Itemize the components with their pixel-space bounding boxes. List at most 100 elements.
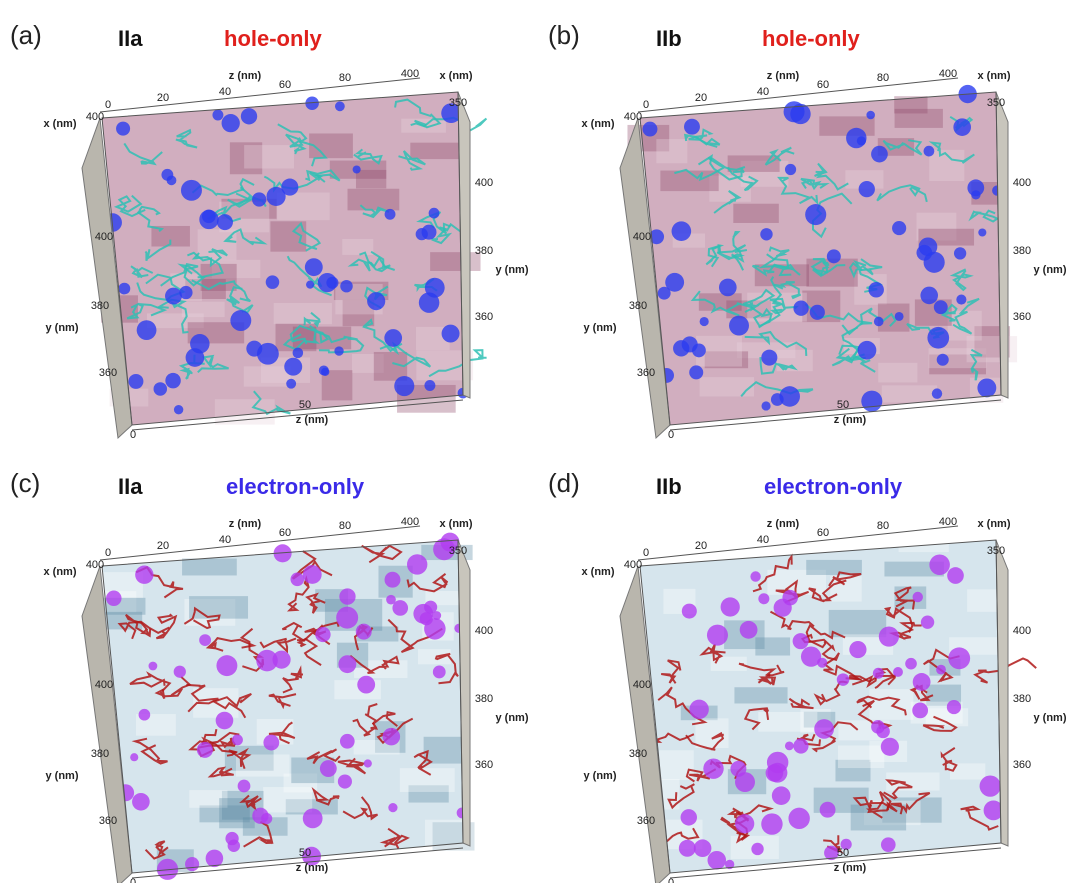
network-strand — [727, 166, 759, 192]
domain-blob — [386, 594, 396, 605]
domain-blob — [201, 209, 216, 224]
network-strand — [674, 157, 731, 182]
panel-label: (d) — [548, 468, 580, 498]
domain-blob — [912, 702, 929, 719]
network-strand — [699, 643, 726, 664]
tick-label: 380 — [91, 748, 109, 760]
domain-blob — [428, 207, 440, 219]
network-strand — [259, 637, 297, 654]
domain-blob — [212, 109, 224, 121]
volume-patch — [277, 192, 330, 221]
mode-name: hole-only — [224, 26, 323, 51]
network-strand — [144, 840, 169, 860]
axis-label: x (nm) — [44, 566, 77, 578]
axis-label: z (nm) — [296, 414, 329, 426]
volume-patch — [200, 263, 237, 291]
domain-blob — [657, 286, 671, 300]
network-strand — [808, 579, 847, 603]
domain-blob — [185, 857, 200, 872]
network-strand — [291, 221, 322, 252]
domain-blob — [180, 179, 202, 201]
network-strand — [769, 297, 800, 315]
network-strand — [738, 662, 785, 677]
network-strand — [281, 621, 340, 642]
domain-blob — [948, 647, 971, 670]
domain-blob — [284, 357, 303, 376]
domain-blob — [306, 280, 315, 289]
domain-blob — [681, 603, 697, 619]
domain-blob — [773, 598, 792, 617]
volume-patch — [243, 366, 291, 387]
domain-blob — [689, 699, 709, 720]
volume-patch — [199, 805, 250, 823]
domain-blob — [761, 401, 771, 411]
volume-patch — [966, 336, 1018, 363]
network-strand — [239, 794, 262, 812]
domain-blob — [196, 741, 213, 758]
network-strand — [130, 265, 154, 279]
domain-blob — [707, 850, 727, 870]
domain-blob — [118, 282, 131, 295]
volume-patch — [658, 750, 694, 780]
domain-blob — [956, 294, 967, 305]
sample-name: IIb — [656, 26, 682, 51]
tick-label: 20 — [695, 540, 707, 552]
tick-label: 50 — [299, 847, 311, 859]
mode-name: electron-only — [764, 474, 903, 499]
network-strand — [197, 354, 229, 374]
tick-label: 60 — [817, 527, 829, 539]
mode-name: hole-only — [762, 26, 861, 51]
network-strand — [969, 348, 983, 381]
volume-patch — [151, 225, 190, 247]
network-strand — [800, 177, 830, 191]
network-strand — [296, 637, 322, 666]
domain-blob — [979, 775, 1001, 797]
network-strand — [277, 123, 328, 167]
domain-blob — [983, 800, 1004, 821]
axis-label: y (nm) — [1034, 264, 1067, 276]
domain-blob — [826, 249, 841, 264]
domain-blob — [286, 378, 297, 389]
tick-label: 400 — [939, 68, 957, 80]
domain-blob — [793, 300, 809, 316]
network-strand — [398, 150, 426, 171]
network-strand — [882, 139, 923, 156]
network-strand — [697, 154, 745, 181]
network-strand — [113, 194, 146, 218]
box-edges — [101, 539, 464, 874]
network-strand — [155, 613, 178, 640]
domain-blob — [805, 204, 827, 226]
network-strand — [968, 209, 1000, 223]
tick-label: 0 — [643, 547, 649, 559]
domain-blob — [339, 733, 355, 749]
tick-label: 0 — [643, 99, 649, 111]
network-strand — [759, 357, 798, 375]
network-strand — [126, 302, 168, 320]
domain-blob — [179, 285, 193, 300]
network-strand — [848, 260, 874, 279]
network-strand — [743, 707, 770, 731]
volume-patch — [894, 96, 928, 114]
domain-blob — [334, 346, 344, 356]
volume-patch — [219, 798, 255, 829]
volume-patch — [882, 797, 942, 823]
network-strand — [303, 311, 321, 328]
tick-label: 400 — [624, 559, 642, 571]
domain-blob — [905, 657, 917, 670]
axis-label: y (nm) — [584, 322, 617, 334]
network-strand — [888, 621, 922, 641]
domain-blob — [784, 163, 797, 176]
volume-patch — [410, 142, 460, 160]
axis-label: y (nm) — [496, 264, 529, 276]
top-edge — [637, 525, 959, 561]
tick-label: 400 — [939, 516, 957, 528]
network-strand — [413, 749, 433, 776]
domain-blob — [730, 760, 747, 777]
domain-blob — [321, 367, 330, 377]
tick-label: 80 — [877, 72, 889, 84]
domain-blob — [792, 633, 809, 650]
tick-label: 0 — [130, 877, 136, 883]
domain-blob — [215, 711, 234, 730]
domain-blob — [424, 380, 436, 391]
network-strand — [923, 648, 960, 683]
